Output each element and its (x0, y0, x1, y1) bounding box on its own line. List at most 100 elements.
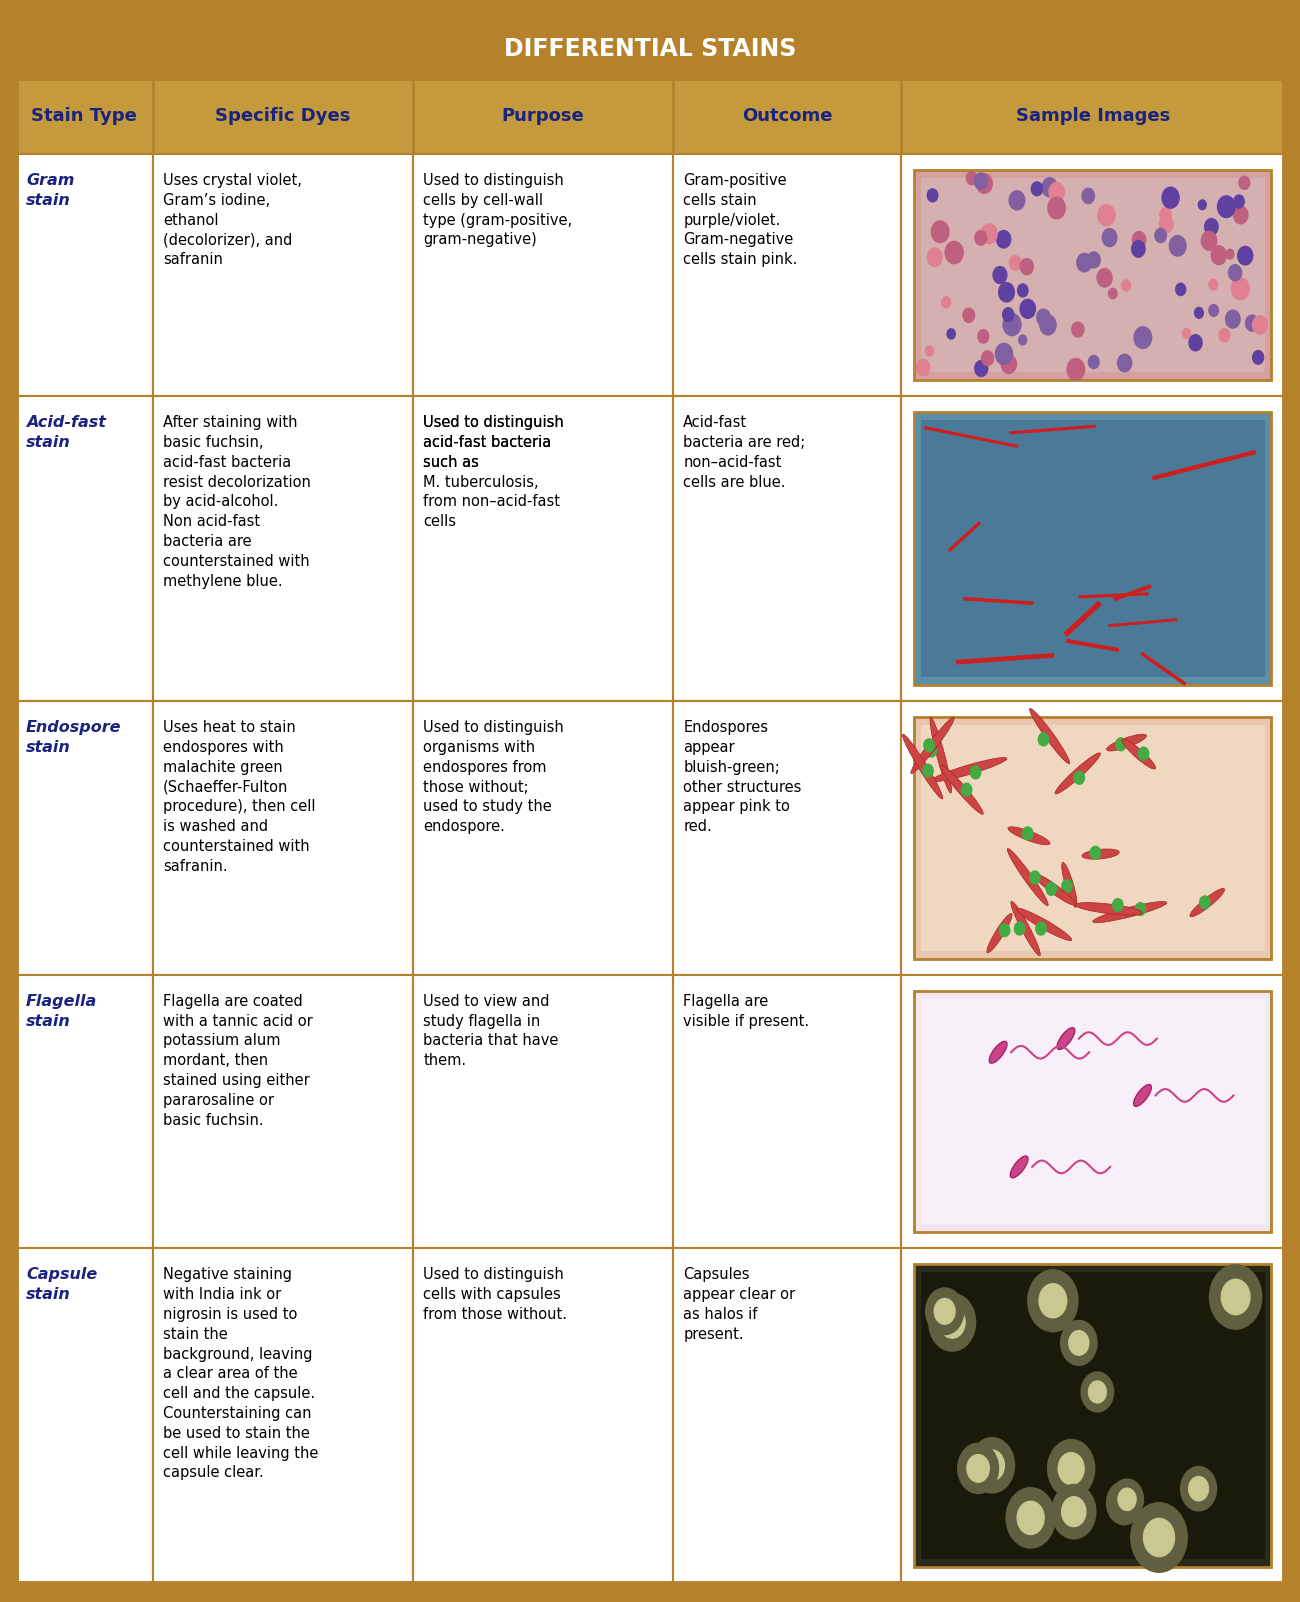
Ellipse shape (1062, 862, 1076, 907)
FancyBboxPatch shape (914, 170, 1271, 380)
Ellipse shape (987, 913, 1013, 953)
Circle shape (1001, 354, 1017, 373)
FancyBboxPatch shape (412, 1248, 673, 1583)
Circle shape (1160, 208, 1171, 221)
Text: Acid-fast
stain: Acid-fast stain (26, 415, 105, 450)
Circle shape (1058, 1453, 1084, 1485)
Circle shape (958, 1443, 998, 1493)
FancyBboxPatch shape (412, 396, 673, 702)
Ellipse shape (932, 758, 1008, 782)
FancyBboxPatch shape (901, 974, 1284, 1248)
Circle shape (1209, 279, 1218, 290)
Circle shape (982, 351, 993, 365)
Text: Flagella are coated
with a tannic acid or
potassium alum
mordant, then
stained u: Flagella are coated with a tannic acid o… (162, 993, 313, 1128)
FancyBboxPatch shape (673, 974, 901, 1248)
FancyBboxPatch shape (920, 1272, 1265, 1559)
Circle shape (1231, 277, 1249, 300)
Circle shape (1087, 252, 1100, 268)
Circle shape (975, 231, 987, 245)
Circle shape (931, 221, 949, 242)
Ellipse shape (989, 1041, 1008, 1064)
Text: Flagella
stain: Flagella stain (26, 993, 97, 1028)
Circle shape (1218, 195, 1235, 218)
Ellipse shape (1122, 739, 1156, 769)
FancyBboxPatch shape (152, 154, 412, 396)
Circle shape (1041, 178, 1057, 197)
Circle shape (997, 231, 1010, 248)
Circle shape (1046, 883, 1057, 896)
Circle shape (927, 189, 937, 202)
Circle shape (1071, 322, 1084, 336)
FancyBboxPatch shape (920, 726, 1265, 950)
Circle shape (963, 308, 975, 322)
FancyBboxPatch shape (152, 974, 412, 1248)
FancyBboxPatch shape (152, 1248, 412, 1583)
Circle shape (1036, 923, 1047, 936)
FancyBboxPatch shape (914, 990, 1271, 1232)
Circle shape (1088, 356, 1098, 368)
Circle shape (998, 282, 1014, 301)
Circle shape (1131, 1503, 1187, 1572)
FancyBboxPatch shape (16, 154, 152, 396)
Circle shape (1201, 231, 1217, 250)
Text: Gram-positive
cells stain
purple/violet.
Gram-negative
cells stain pink.: Gram-positive cells stain purple/violet.… (684, 173, 798, 268)
Text: Outcome: Outcome (742, 107, 832, 125)
Circle shape (1048, 197, 1065, 219)
Circle shape (946, 328, 956, 340)
Circle shape (1219, 328, 1230, 341)
Circle shape (1114, 1491, 1134, 1515)
Circle shape (1020, 258, 1034, 274)
Circle shape (1199, 200, 1206, 210)
Circle shape (1004, 314, 1020, 336)
Ellipse shape (1190, 889, 1225, 916)
Ellipse shape (930, 718, 952, 793)
FancyBboxPatch shape (16, 1248, 152, 1583)
Ellipse shape (940, 766, 983, 814)
FancyBboxPatch shape (901, 154, 1284, 396)
Circle shape (1076, 253, 1092, 272)
Circle shape (1006, 1488, 1056, 1548)
Text: Gram
stain: Gram stain (26, 173, 74, 208)
Circle shape (1226, 250, 1234, 260)
Text: Used to view and
study flagella in
bacteria that have
them.: Used to view and study flagella in bacte… (422, 993, 559, 1069)
FancyBboxPatch shape (412, 702, 673, 974)
Circle shape (1144, 1519, 1174, 1557)
Circle shape (1082, 189, 1095, 203)
Circle shape (1088, 1381, 1106, 1403)
Circle shape (940, 1306, 965, 1338)
Circle shape (1014, 923, 1024, 936)
Circle shape (1205, 218, 1218, 235)
FancyBboxPatch shape (901, 396, 1284, 702)
Circle shape (1040, 316, 1056, 335)
Circle shape (1200, 896, 1210, 908)
FancyBboxPatch shape (914, 1264, 1271, 1567)
Ellipse shape (1017, 908, 1071, 940)
Text: Sample Images: Sample Images (1015, 107, 1170, 125)
Circle shape (1132, 232, 1145, 248)
Text: After staining with
basic fuchsin,
acid-fast bacteria
resist decolorization
by a: After staining with basic fuchsin, acid-… (162, 415, 311, 588)
Circle shape (1102, 229, 1117, 247)
Text: Endospore
stain: Endospore stain (26, 721, 121, 755)
Circle shape (1239, 176, 1249, 189)
FancyBboxPatch shape (16, 19, 1284, 78)
Ellipse shape (1034, 873, 1075, 905)
Circle shape (1115, 739, 1126, 751)
Circle shape (1000, 924, 1010, 937)
FancyBboxPatch shape (920, 998, 1265, 1224)
Circle shape (1154, 229, 1166, 242)
Circle shape (967, 1455, 989, 1482)
Circle shape (1221, 1280, 1251, 1315)
Circle shape (941, 296, 950, 308)
Circle shape (982, 224, 997, 244)
Circle shape (1049, 183, 1065, 202)
Circle shape (1018, 284, 1028, 296)
FancyBboxPatch shape (901, 78, 1284, 154)
Circle shape (1109, 288, 1117, 298)
Ellipse shape (911, 718, 954, 774)
FancyBboxPatch shape (920, 420, 1265, 678)
FancyBboxPatch shape (673, 78, 901, 154)
Circle shape (978, 330, 989, 343)
Circle shape (928, 1293, 975, 1350)
Text: Stain Type: Stain Type (31, 107, 136, 125)
Circle shape (1030, 871, 1040, 884)
